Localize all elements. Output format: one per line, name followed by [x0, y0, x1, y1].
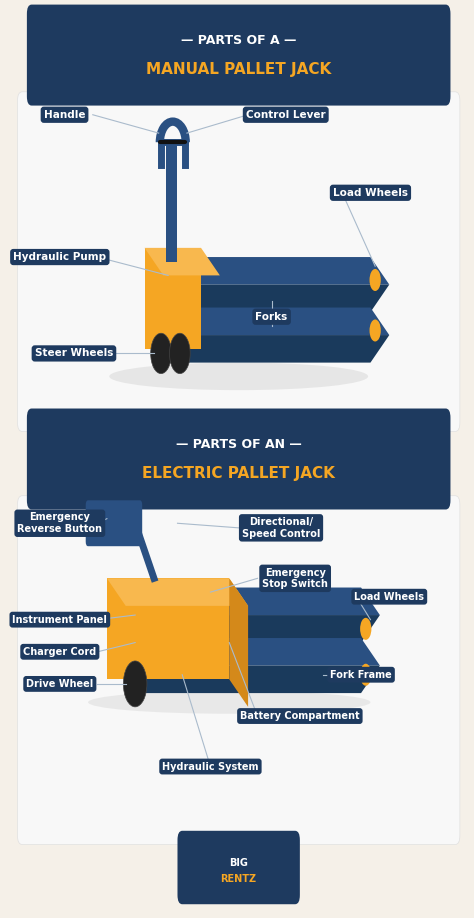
Polygon shape — [164, 257, 389, 285]
Polygon shape — [164, 308, 389, 335]
Bar — [166, 142, 177, 262]
FancyBboxPatch shape — [86, 500, 142, 546]
Ellipse shape — [88, 691, 371, 714]
Ellipse shape — [109, 363, 368, 390]
Polygon shape — [164, 335, 389, 363]
Circle shape — [370, 269, 381, 291]
Polygon shape — [229, 578, 248, 707]
Text: Charger Cord: Charger Cord — [23, 647, 96, 656]
Polygon shape — [145, 248, 201, 349]
Text: Control Lever: Control Lever — [246, 110, 326, 119]
Text: Load Wheels: Load Wheels — [333, 188, 408, 197]
Text: Forks: Forks — [255, 312, 288, 321]
Circle shape — [360, 664, 372, 686]
Text: MANUAL PALLET JACK: MANUAL PALLET JACK — [146, 62, 331, 77]
Text: Hydraulic System: Hydraulic System — [162, 762, 259, 771]
Circle shape — [370, 319, 381, 341]
Text: Instrument Panel: Instrument Panel — [12, 615, 107, 624]
Polygon shape — [107, 578, 248, 606]
Polygon shape — [126, 638, 380, 666]
Text: Battery Compartment: Battery Compartment — [240, 711, 360, 721]
Text: Steer Wheels: Steer Wheels — [35, 349, 113, 358]
Text: RENTZ: RENTZ — [220, 875, 257, 884]
Text: — PARTS OF A —: — PARTS OF A — — [181, 34, 296, 47]
Text: Emergency
Reverse Button: Emergency Reverse Button — [18, 512, 102, 534]
Text: Directional/
Speed Control: Directional/ Speed Control — [242, 517, 320, 539]
Text: Load Wheels: Load Wheels — [354, 592, 424, 601]
Polygon shape — [107, 578, 229, 679]
Circle shape — [151, 333, 172, 374]
Text: Handle: Handle — [44, 110, 85, 119]
FancyBboxPatch shape — [27, 409, 450, 509]
Polygon shape — [126, 588, 380, 615]
Text: BIG: BIG — [229, 858, 248, 868]
Polygon shape — [145, 248, 220, 275]
FancyBboxPatch shape — [27, 5, 450, 106]
Text: Emergency
Stop Switch: Emergency Stop Switch — [262, 567, 328, 589]
Polygon shape — [126, 615, 380, 643]
Text: Fork Frame: Fork Frame — [330, 670, 392, 679]
Polygon shape — [126, 666, 380, 693]
Circle shape — [123, 661, 147, 707]
Text: — PARTS OF AN —: — PARTS OF AN — — [176, 438, 301, 451]
Text: Drive Wheel: Drive Wheel — [26, 679, 93, 688]
Text: Hydraulic Pump: Hydraulic Pump — [13, 252, 106, 262]
Circle shape — [170, 333, 190, 374]
Text: ELECTRIC PALLET JACK: ELECTRIC PALLET JACK — [142, 466, 335, 481]
Circle shape — [360, 618, 372, 640]
FancyBboxPatch shape — [177, 831, 300, 904]
FancyBboxPatch shape — [18, 496, 460, 845]
FancyBboxPatch shape — [18, 92, 460, 431]
Polygon shape — [164, 285, 389, 312]
